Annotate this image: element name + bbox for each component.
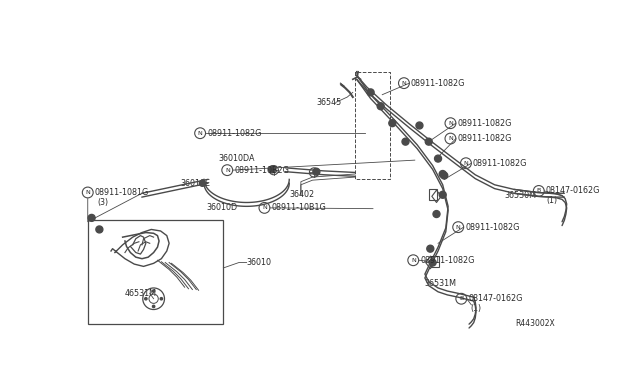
Text: N: N <box>411 258 415 263</box>
Text: N: N <box>401 81 406 86</box>
Circle shape <box>439 191 446 198</box>
Circle shape <box>377 103 384 110</box>
Text: 08911-1082G: 08911-1082G <box>458 119 512 128</box>
Text: 46531M: 46531M <box>124 289 156 298</box>
Text: N: N <box>262 205 267 211</box>
Text: 08911-1082G: 08911-1082G <box>473 159 527 168</box>
Circle shape <box>389 120 396 126</box>
Circle shape <box>427 245 434 252</box>
Circle shape <box>441 172 448 179</box>
Text: 08911-1082G: 08911-1082G <box>458 134 512 143</box>
Circle shape <box>88 214 95 221</box>
Circle shape <box>160 298 163 300</box>
Text: (1): (1) <box>547 196 557 205</box>
Text: 36010E: 36010E <box>180 179 211 188</box>
Circle shape <box>429 259 436 266</box>
Text: 08911-10B1G: 08911-10B1G <box>271 203 326 212</box>
Text: B: B <box>459 296 463 301</box>
Circle shape <box>439 170 446 177</box>
Circle shape <box>145 298 147 300</box>
Circle shape <box>313 168 320 175</box>
Text: B: B <box>536 189 541 193</box>
Text: N: N <box>456 225 461 230</box>
Text: N: N <box>225 168 230 173</box>
Text: N: N <box>448 136 453 141</box>
Circle shape <box>152 305 155 308</box>
Text: 36530M: 36530M <box>505 191 537 200</box>
Text: R443002X: R443002X <box>516 319 556 328</box>
Text: (1): (1) <box>470 304 482 313</box>
Text: 08911-1081G: 08911-1081G <box>95 188 149 197</box>
Text: 08911-1082G: 08911-1082G <box>207 129 262 138</box>
Circle shape <box>96 226 103 233</box>
Bar <box>429 189 436 200</box>
Circle shape <box>199 180 205 186</box>
Circle shape <box>416 122 423 129</box>
Text: 08911-10B2G: 08911-10B2G <box>234 166 289 174</box>
Text: 08911-1082G: 08911-1082G <box>420 256 475 265</box>
Bar <box>88 220 223 324</box>
Text: 36010DA: 36010DA <box>218 154 255 163</box>
Text: 08147-0162G: 08147-0162G <box>468 294 523 303</box>
Text: 08911-1082G: 08911-1082G <box>465 222 520 232</box>
Text: 08147-0162G: 08147-0162G <box>546 186 600 195</box>
Circle shape <box>152 290 155 292</box>
Bar <box>431 256 439 267</box>
Text: N: N <box>198 131 202 136</box>
Text: 36402: 36402 <box>289 190 314 199</box>
Text: 36545: 36545 <box>316 98 342 107</box>
Text: N: N <box>85 190 90 195</box>
Text: 36010: 36010 <box>246 258 271 267</box>
Text: 08911-1082G: 08911-1082G <box>411 78 465 88</box>
Circle shape <box>435 155 442 162</box>
Text: N: N <box>448 121 453 126</box>
Text: 36531M: 36531M <box>425 279 457 288</box>
Text: N: N <box>463 161 468 166</box>
Circle shape <box>425 138 432 145</box>
Circle shape <box>433 211 440 218</box>
Text: 36010D: 36010D <box>206 203 237 212</box>
Circle shape <box>367 89 374 96</box>
Text: (3): (3) <box>97 198 108 207</box>
Circle shape <box>402 138 409 145</box>
Circle shape <box>269 166 276 173</box>
